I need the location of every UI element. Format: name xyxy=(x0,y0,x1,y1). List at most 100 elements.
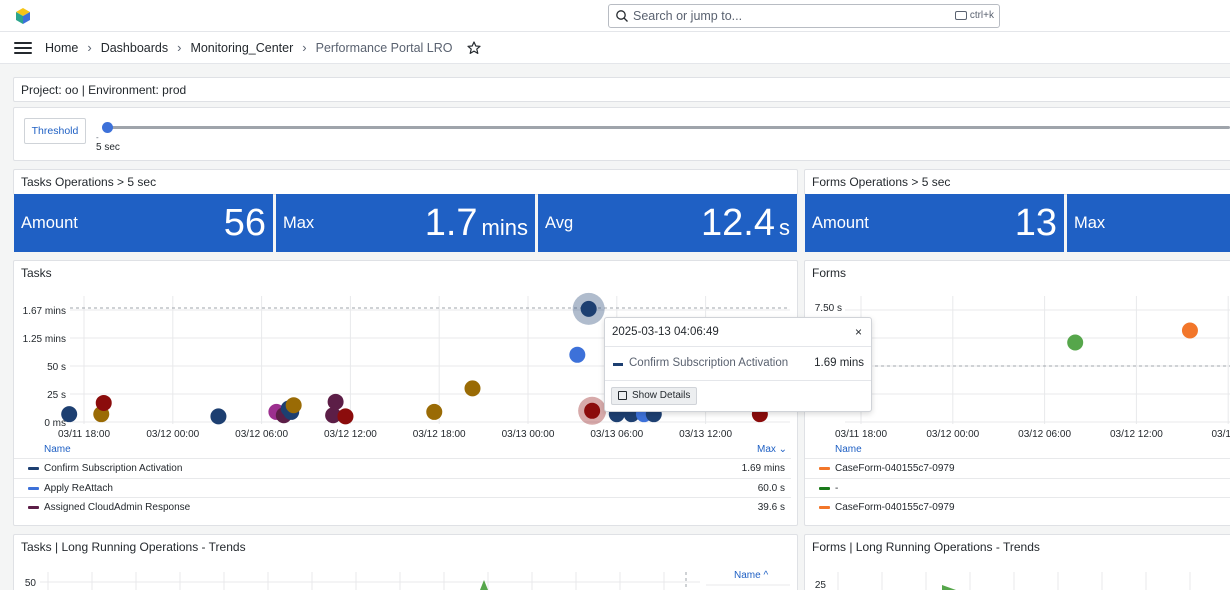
project-env-panel: Project: oo | Environment: prod xyxy=(13,77,1230,102)
threshold-button[interactable]: Threshold xyxy=(24,118,86,144)
stat-label: Avg xyxy=(545,214,574,232)
tasks-trends-title: Tasks | Long Running Operations - Trends xyxy=(21,540,246,554)
data-point xyxy=(285,397,302,414)
legend-value: 60.0 s xyxy=(757,483,785,494)
stat-value: 12.4 s xyxy=(701,202,790,244)
threshold-slider-rail[interactable] xyxy=(106,126,1230,129)
search-placeholder: Search or jump to... xyxy=(633,9,743,23)
legend-row[interactable]: CaseForm-040155c7-0979 xyxy=(805,497,1230,516)
y-tick-label: 7.50 s xyxy=(815,303,842,314)
chevron-right-icon: › xyxy=(177,40,182,55)
legend-swatch xyxy=(28,467,39,470)
breadcrumb-folder[interactable]: Monitoring_Center xyxy=(190,40,294,55)
project-env-label: Project: oo | Environment: prod xyxy=(21,83,187,97)
legend-name: Apply ReAttach xyxy=(44,483,113,494)
x-tick-label: 03/13 12:00 xyxy=(679,429,732,440)
forms-max-stat: Max xyxy=(1067,194,1230,252)
top-bar: Search or jump to... ctrl+k xyxy=(0,0,1230,32)
tasks-amount-stat: Amount 56 xyxy=(14,194,273,252)
threshold-panel xyxy=(13,107,1230,161)
menu-icon[interactable] xyxy=(14,42,32,54)
legend-swatch xyxy=(819,467,830,470)
x-tick-label: 03/12 00:00 xyxy=(926,429,979,440)
data-point xyxy=(426,403,443,420)
legend-value: 39.6 s xyxy=(757,502,785,513)
legend-name: Confirm Subscription Activation xyxy=(44,463,183,474)
data-point xyxy=(1181,322,1198,339)
tasks-operations-title: Tasks Operations > 5 sec xyxy=(21,175,157,189)
threshold-slider-handle[interactable] xyxy=(102,122,113,133)
stat-value: 56 xyxy=(223,202,266,244)
forms-operations-title: Forms Operations > 5 sec xyxy=(812,175,951,189)
data-point xyxy=(95,394,112,411)
app-logo-icon[interactable] xyxy=(15,8,31,24)
legend-name: Assigned CloudAdmin Response xyxy=(44,502,191,513)
shortcut-label: ctrl+k xyxy=(969,10,994,21)
slider-tick: - xyxy=(96,133,99,142)
legend-header-name[interactable]: Name xyxy=(44,444,71,455)
data-point xyxy=(327,393,344,410)
legend-row[interactable]: Apply ReAttach 60.0 s xyxy=(14,478,791,497)
legend-header-max[interactable]: Max ⌄ xyxy=(757,444,788,455)
x-tick-label: 03/11 18:00 xyxy=(835,429,888,440)
y-tick-label: 1.67 mins xyxy=(23,306,66,317)
close-icon[interactable]: × xyxy=(854,325,862,339)
legend-header-name[interactable]: Name xyxy=(835,444,862,455)
tasks-scatter-chart[interactable]: 0 ms 25 s 50 s 1.25 mins 1.67 mins 03/11 18:0… xyxy=(0,0,800,450)
show-details-button[interactable]: Show Details xyxy=(611,387,698,405)
x-tick-label: 03/12 1 xyxy=(1212,429,1230,440)
y-tick-label: 1.25 mins xyxy=(23,334,66,345)
legend-swatch xyxy=(819,487,830,490)
data-point xyxy=(337,408,354,425)
legend-swatch xyxy=(28,506,39,509)
x-tick-label: 03/11 18:00 xyxy=(58,429,111,440)
chevron-right-icon: › xyxy=(87,40,92,55)
x-tick-label: 03/12 18:00 xyxy=(413,429,466,440)
search-icon xyxy=(616,10,628,22)
breadcrumb-dashboards[interactable]: Dashboards xyxy=(100,40,169,55)
x-tick-label: 03/12 06:00 xyxy=(235,429,288,440)
legend-row[interactable]: Assigned CloudAdmin Response 39.6 s xyxy=(14,497,791,516)
data-point xyxy=(464,380,481,397)
stat-label: Amount xyxy=(21,214,78,232)
trend-marker xyxy=(942,585,956,590)
x-tick-label: 03/12 12:00 xyxy=(1110,429,1163,440)
legend-swatch xyxy=(28,487,39,490)
tasks-trends-panel: Tasks | Long Running Operations - Trends xyxy=(13,534,798,590)
data-point xyxy=(210,408,227,425)
x-tick-label: 03/13 00:00 xyxy=(502,429,555,440)
stat-label: Max xyxy=(1074,214,1106,232)
legend-row[interactable]: CaseForm-040155c7-0979 xyxy=(805,458,1230,477)
keyboard-icon xyxy=(954,11,967,20)
chart-tooltip: 2025-03-13 04:06:49 × Confirm Subscripti… xyxy=(604,317,872,412)
data-point xyxy=(580,300,597,317)
forms-amount-stat: Amount 13 xyxy=(805,194,1064,252)
legend-name: CaseForm-040155c7-0979 xyxy=(835,502,955,513)
keyboard-shortcut: ctrl+k xyxy=(954,10,994,21)
star-icon[interactable] xyxy=(467,40,482,55)
x-tick-label: 03/12 00:00 xyxy=(146,429,199,440)
trend-marker xyxy=(480,580,488,590)
tasks-avg-stat: Avg 12.4 s xyxy=(538,194,797,252)
data-point xyxy=(584,402,601,419)
legend-row[interactable]: Confirm Subscription Activation 1.69 min… xyxy=(14,458,791,477)
breadcrumb: Home › Dashboards › Monitoring_Center › … xyxy=(45,40,482,55)
stat-value: 1.7 mins xyxy=(424,202,528,244)
data-point xyxy=(1067,334,1084,351)
legend-value: 1.69 mins xyxy=(741,463,785,474)
legend-row[interactable]: - xyxy=(805,478,1230,497)
legend-name: CaseForm-040155c7-0979 xyxy=(835,463,955,474)
breadcrumb-home[interactable]: Home xyxy=(45,40,79,55)
external-link-icon xyxy=(618,391,627,400)
forms-scatter-chart[interactable]: 7.50 s 03/11 18:00 03/12 00:00 03/12 06:00 0… xyxy=(0,0,1230,450)
legend-swatch xyxy=(819,506,830,509)
tooltip-swatch xyxy=(613,363,623,366)
forms-chart-panel: Forms xyxy=(804,260,1230,526)
data-point xyxy=(325,407,342,424)
y-tick-label: 50 xyxy=(25,578,37,589)
x-tick-label: 03/12 12:00 xyxy=(324,429,377,440)
x-tick-label: 03/13 06:00 xyxy=(590,429,643,440)
search-input[interactable]: Search or jump to... ctrl+k xyxy=(608,4,1000,28)
legend-name: - xyxy=(835,483,839,494)
y-tick-label: 0 ms xyxy=(44,418,66,429)
